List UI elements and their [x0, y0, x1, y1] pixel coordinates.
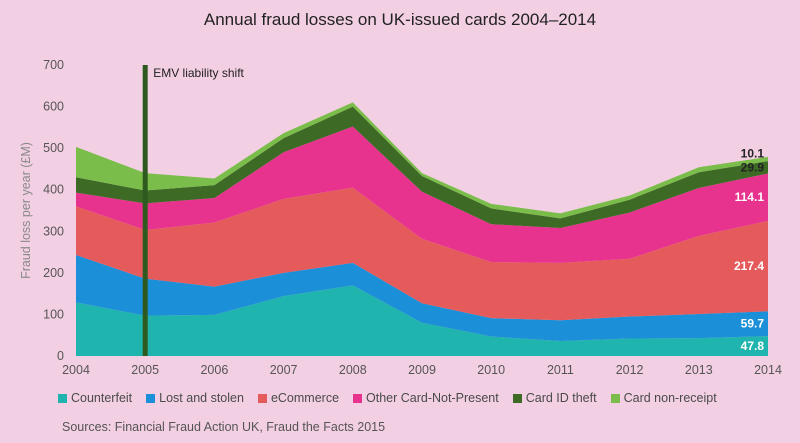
y-tick-label: 600: [43, 100, 64, 114]
legend-swatch: [257, 393, 267, 403]
data-label: 47.8: [741, 339, 765, 353]
legend-item: Other Card-Not-Present: [353, 391, 499, 405]
area-ecommerce: [76, 187, 768, 321]
data-label: 29.9: [741, 160, 765, 174]
legend-swatch: [58, 393, 67, 403]
stacked-area-chart: 0 100 200 300 400 500 600 700 2004 2005 2006 2007 20…: [19, 58, 782, 377]
x-tick-label: 2004: [62, 363, 90, 377]
legend-swatch: [512, 393, 522, 403]
y-axis-label: Fraud loss per year (£M): [19, 142, 33, 279]
legend-label: Card ID theft: [525, 391, 597, 405]
y-tick-label: 0: [57, 349, 64, 363]
source-note: Sources: Financial Fraud Action UK, Frau…: [62, 420, 386, 434]
legend-item: Card non-receipt: [610, 391, 717, 405]
legend-label: eCommerce: [270, 391, 340, 405]
legend-swatch: [610, 393, 620, 403]
x-tick-label: 2005: [131, 363, 159, 377]
y-tick-label: 300: [43, 224, 64, 238]
chart-title: Annual fraud losses on UK-issued cards 2…: [203, 10, 597, 29]
legend-label: Counterfeit: [71, 391, 133, 405]
x-tick-label: 2011: [547, 363, 574, 377]
area-lost-and-stolen: [76, 254, 768, 342]
data-label: 217.4: [734, 259, 764, 273]
legend-item: Card ID theft: [512, 391, 597, 405]
legend-label: Other Card-Not-Present: [366, 391, 499, 405]
y-tick-label: 400: [43, 183, 64, 197]
legend-item: Lost and stolen: [146, 391, 244, 405]
legend-label: Card non-receipt: [623, 391, 717, 405]
x-tick-label: 2014: [754, 363, 782, 377]
y-tick-label: 200: [43, 266, 64, 280]
legend: Counterfeit Lost and stolen eCommerce Other…: [58, 391, 798, 405]
y-tick-label: 500: [43, 141, 64, 155]
x-tick-label: 2007: [270, 363, 298, 377]
y-tick-label: 100: [43, 307, 64, 321]
x-tick-label: 2006: [200, 363, 228, 377]
area-other-card-not-present: [76, 126, 768, 263]
x-tick-label: 2009: [408, 363, 436, 377]
emv-shift-label: EMV liability shift: [153, 66, 244, 80]
data-label: 114.1: [735, 190, 765, 204]
x-tick-label: 2013: [685, 363, 713, 377]
x-tick-label: 2010: [477, 363, 505, 377]
legend-swatch: [146, 393, 156, 403]
data-label: 59.7: [741, 317, 765, 331]
x-tick-label: 2012: [616, 363, 644, 377]
legend-label: Lost and stolen: [159, 391, 244, 405]
y-tick-label: 700: [43, 58, 64, 72]
legend-item: eCommerce: [257, 391, 340, 405]
legend-swatch: [353, 393, 363, 403]
x-tick-label: 2008: [339, 363, 367, 377]
legend-item: Counterfeit: [58, 391, 132, 405]
data-label: 10.1: [741, 147, 765, 161]
area-counterfeit: [76, 285, 768, 356]
